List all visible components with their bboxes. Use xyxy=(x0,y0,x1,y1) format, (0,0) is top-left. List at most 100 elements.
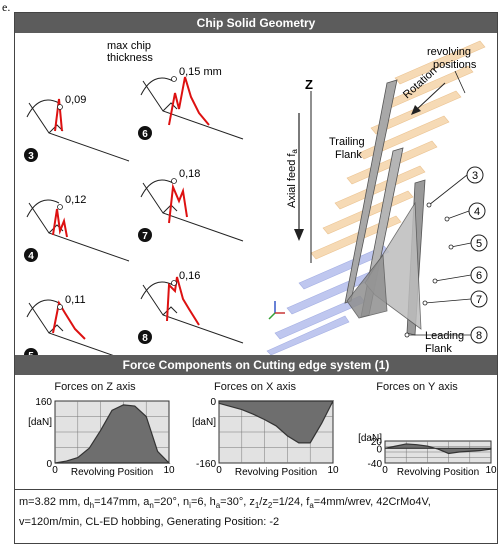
param-subscript: h xyxy=(89,501,95,511)
rotation-arrow-line xyxy=(414,82,446,112)
y-tick-label: -40 xyxy=(368,459,383,470)
max-chip-label-1: max chip xyxy=(107,40,151,52)
y-tick-label: 0 xyxy=(210,397,216,408)
position-badge-number: 7 xyxy=(142,231,148,242)
figure-frame: Chip Solid Geometry 0,09 3 0,12 4 0,11 5 0,15 … xyxy=(14,12,498,544)
param-text: m=3.82 mm, d xyxy=(19,496,90,508)
chip-solid xyxy=(344,79,426,336)
y-tick-label: -160 xyxy=(196,459,216,470)
x-axis-label: Revolving Position xyxy=(397,467,479,478)
param-text: =30°, z xyxy=(220,496,255,508)
max-thickness-marker xyxy=(171,280,177,286)
chip-section: 0,15 mm 6 xyxy=(138,66,244,140)
position-number: 5 xyxy=(476,238,482,250)
param-subscript: i xyxy=(189,501,191,511)
position-circle xyxy=(466,166,484,184)
max-thickness-marker xyxy=(171,178,177,184)
tooth-outline xyxy=(28,102,130,162)
position-leader xyxy=(424,298,472,304)
y-tick-label: 20 xyxy=(371,437,383,448)
chip-sections: 0,09 3 0,12 4 0,11 5 0,15 mm 6 0,18 7 0,16 8 max chi… xyxy=(24,40,244,355)
tooth-curve xyxy=(140,281,174,300)
geometry-view: Z Axial feed fa Rotation revolving posit… xyxy=(266,40,488,355)
position-point xyxy=(432,278,438,284)
position-badge-number: 3 xyxy=(28,151,34,162)
y-tick-label: 160 xyxy=(35,397,52,408)
rotation-arrow-head xyxy=(411,105,421,115)
position-point xyxy=(448,244,454,250)
position-badge xyxy=(24,148,38,162)
position-leader xyxy=(450,242,472,248)
chip-thickness-value: 0,09 xyxy=(65,94,86,106)
force-chart: 160 00 10 [daN] Revolving Position xyxy=(28,397,175,478)
position-circle xyxy=(468,202,486,220)
y-tick-label: 0 xyxy=(46,459,52,470)
position-badge xyxy=(138,126,152,140)
forces-header: Force Components on Cutting edge system … xyxy=(15,355,497,375)
leading-label-1: Leading xyxy=(425,330,464,342)
position-badge-number: 8 xyxy=(142,333,148,344)
param-subscript: n xyxy=(149,501,154,511)
chip-thickness-value: 0,11 xyxy=(65,294,86,306)
max-thickness-marker xyxy=(171,76,177,82)
chart-x-title: Forces on X axis xyxy=(214,381,296,393)
position-point xyxy=(426,202,432,208)
param-subscript: a xyxy=(215,501,221,511)
position-badge-number: 4 xyxy=(28,251,34,262)
position-number: 6 xyxy=(476,270,482,282)
param-text: =1/24, f xyxy=(272,496,310,508)
param-subscript: 1 xyxy=(254,501,260,511)
position-badge xyxy=(24,248,38,262)
y-axis-label: [daN] xyxy=(192,417,216,428)
chip-profile xyxy=(54,98,63,132)
geometry-header: Chip Solid Geometry xyxy=(15,13,497,33)
x-axis-label: Revolving Position xyxy=(71,467,153,478)
chip-section: 0,18 7 xyxy=(138,168,244,242)
coordinate-triad xyxy=(268,301,285,320)
tooth-curve xyxy=(140,179,174,198)
x-tick-label: 10 xyxy=(327,465,339,476)
chip-section: 0,11 5 xyxy=(24,294,114,355)
max-thickness-marker xyxy=(57,204,63,210)
tooth-outline xyxy=(142,80,244,140)
position-badge-number: 5 xyxy=(28,351,34,355)
position-leader xyxy=(428,174,468,206)
chip-section: 0,09 3 xyxy=(24,94,130,162)
chip-profile xyxy=(52,300,86,340)
position-number: 8 xyxy=(476,330,482,342)
param-text: =20°, n xyxy=(153,496,190,508)
params-line-2: v=120m/min, CL-ED hobbing, Generating Po… xyxy=(19,516,280,529)
chip-thickness-value: 0,15 mm xyxy=(179,66,222,78)
max-thickness-marker xyxy=(57,104,63,110)
chart-y-title: Forces on Y axis xyxy=(376,381,458,393)
position-number: 3 xyxy=(472,170,478,182)
leading-label-2: Flank xyxy=(425,343,452,355)
y-tick-label: 0 xyxy=(376,444,382,455)
param-subscript: a xyxy=(309,501,314,511)
param-text: =147mm, a xyxy=(94,496,150,508)
tooth-outline xyxy=(28,202,130,262)
max-chip-label-2: thickness xyxy=(107,52,153,64)
position-leader xyxy=(434,274,472,282)
position-badge xyxy=(24,348,38,355)
tooth-outline xyxy=(142,182,244,242)
revolving-leader xyxy=(454,70,466,94)
trailing-label-2: Flank xyxy=(335,149,362,161)
x-tick-label: 10 xyxy=(163,465,175,476)
chip-thickness-value: 0,12 xyxy=(65,194,86,206)
params-line-1: m=3.82 mm, dh=147mm, an=20°, ni=6, ha=30… xyxy=(19,494,493,514)
y-axis-label: [daN] xyxy=(28,417,52,428)
x-axis-label: Revolving Position xyxy=(235,467,317,478)
position-circle xyxy=(470,266,488,284)
chip-thickness-value: 0,16 xyxy=(179,270,200,282)
z-axis-label: Z xyxy=(305,77,313,92)
param-text: /z xyxy=(259,496,268,508)
max-thickness-marker xyxy=(57,304,63,310)
param-subscript: 2 xyxy=(267,501,273,511)
tooth-outline xyxy=(142,284,244,344)
chip-profile xyxy=(168,183,188,224)
x-tick-label: 10 xyxy=(485,465,497,476)
revolving-label-2: positions xyxy=(433,59,477,71)
tooth-curve xyxy=(26,299,60,318)
